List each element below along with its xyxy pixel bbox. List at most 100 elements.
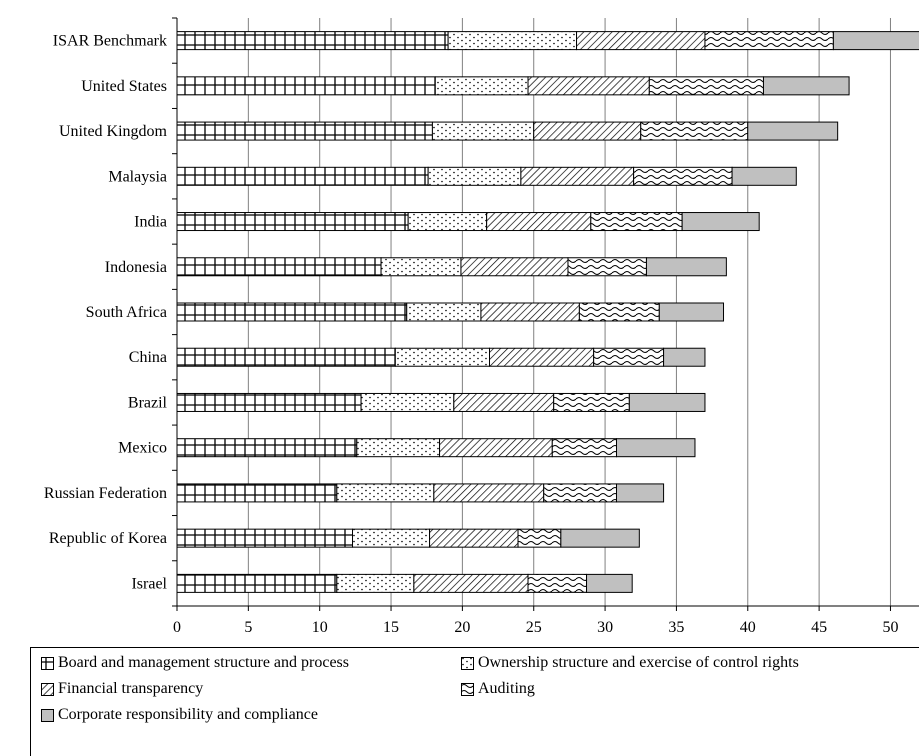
bar-segment [615,438,696,458]
bar-segment [380,257,462,277]
bar-segment [567,257,647,277]
bar-segment [176,76,436,96]
legend-swatch-auditing [461,682,474,696]
bar-segment [413,573,529,593]
legend-item-auditing: Auditing [461,680,535,698]
bar-segment [645,257,727,277]
bar-segment [427,166,522,186]
legend-swatch-financial [41,682,54,696]
bar-segment [648,76,764,96]
bar-segment [486,212,592,232]
bar-segment [578,302,660,322]
x-tick-label: 45 [811,619,827,636]
bar-segment [560,528,640,548]
category-label: Brazil [128,394,168,411]
x-tick-label: 20 [454,619,470,636]
x-tick-label: 40 [740,619,756,636]
bar-segment [517,528,562,548]
bar-segment [658,302,725,322]
bar-segment [640,121,749,141]
bar-segment [543,483,617,503]
bar-segment [762,76,850,96]
category-label: Indonesia [105,259,167,276]
category-label: ISAR Benchmark [53,33,167,50]
x-tick-label: 30 [597,619,613,636]
legend-label-corporate: Corporate responsibility and compliance [58,706,318,723]
bar-segment [352,528,431,548]
category-label: Israel [131,575,167,592]
category-label: Mexico [118,440,167,457]
bar-segment [176,392,362,412]
bar-segment [681,212,760,232]
legend-label-board: Board and management structure and proce… [58,654,350,671]
bar-segment [628,392,706,412]
bar-segment [832,31,919,51]
legend-swatch-corporate [41,708,54,722]
category-label: India [134,214,167,231]
bar-segment [453,392,555,412]
bar-segment [434,76,529,96]
legend-item-financial: Financial transparency [41,680,203,698]
bar-segment [704,31,834,51]
bar-segment [593,347,665,367]
bar-segment [176,166,429,186]
bar-segment [527,76,650,96]
bar-segment [439,438,553,458]
bar-segment [533,121,642,141]
bar-segment [480,302,580,322]
bar-segment [429,528,519,548]
legend-label-auditing: Auditing [478,680,535,697]
legend-item-board: Board and management structure and proce… [41,654,349,672]
bar-segment [433,483,545,503]
x-tick-label: 5 [244,619,252,636]
legend-label-ownership: Ownership structure and exercise of cont… [478,654,799,671]
bar-segment [176,438,358,458]
bar-segment [553,392,630,412]
category-label: Republic of Korea [49,530,167,547]
x-tick-label: 10 [312,619,328,636]
bar-segment [176,121,433,141]
bar-segment [176,573,338,593]
bar-segment [663,347,706,367]
bar-segment [336,483,435,503]
bar-segment [431,121,535,141]
bar-segment [731,166,797,186]
legend-swatch-board [41,656,54,670]
bar-segment [460,257,569,277]
x-tick-label: 25 [526,619,542,636]
bar-segment [356,438,441,458]
bar-segment [590,212,683,232]
bar-segment [394,347,490,367]
x-tick-label: 50 [882,619,898,636]
category-label: Russian Federation [44,485,167,502]
legend-item-ownership: Ownership structure and exercise of cont… [461,654,799,672]
bar-segment [360,392,455,412]
bar-segment [747,121,839,141]
bar-segment [176,212,409,232]
bar-chart: 0 5 10 15 20 25 30 35 40 45 50 ISAR Benchmark United… [44,17,919,636]
bar-segment [176,257,382,277]
bar-segment [551,438,617,458]
category-label: South Africa [86,304,167,321]
category-label: Malaysia [108,168,167,185]
bar-segment [488,347,595,367]
x-tick-label: 15 [383,619,399,636]
bar-segment [615,483,665,503]
bar-segment [586,573,633,593]
bar-segment [176,483,338,503]
bar-segment [176,528,354,548]
bar-segment [176,302,408,322]
bar-segment [576,31,706,51]
x-tick-label: 0 [173,619,181,636]
bar-segment [176,347,396,367]
legend: Board and management structure and proce… [30,647,919,756]
legend-item-corporate: Corporate responsibility and compliance [41,706,318,724]
category-label: United Kingdom [59,123,168,140]
bar-segment [520,166,635,186]
x-tick-label: 35 [668,619,684,636]
legend-label-financial: Financial transparency [58,680,204,697]
bar-segment [447,31,578,51]
bar-segment [406,302,482,322]
bar-segment [407,212,488,232]
bar-segment [336,573,415,593]
